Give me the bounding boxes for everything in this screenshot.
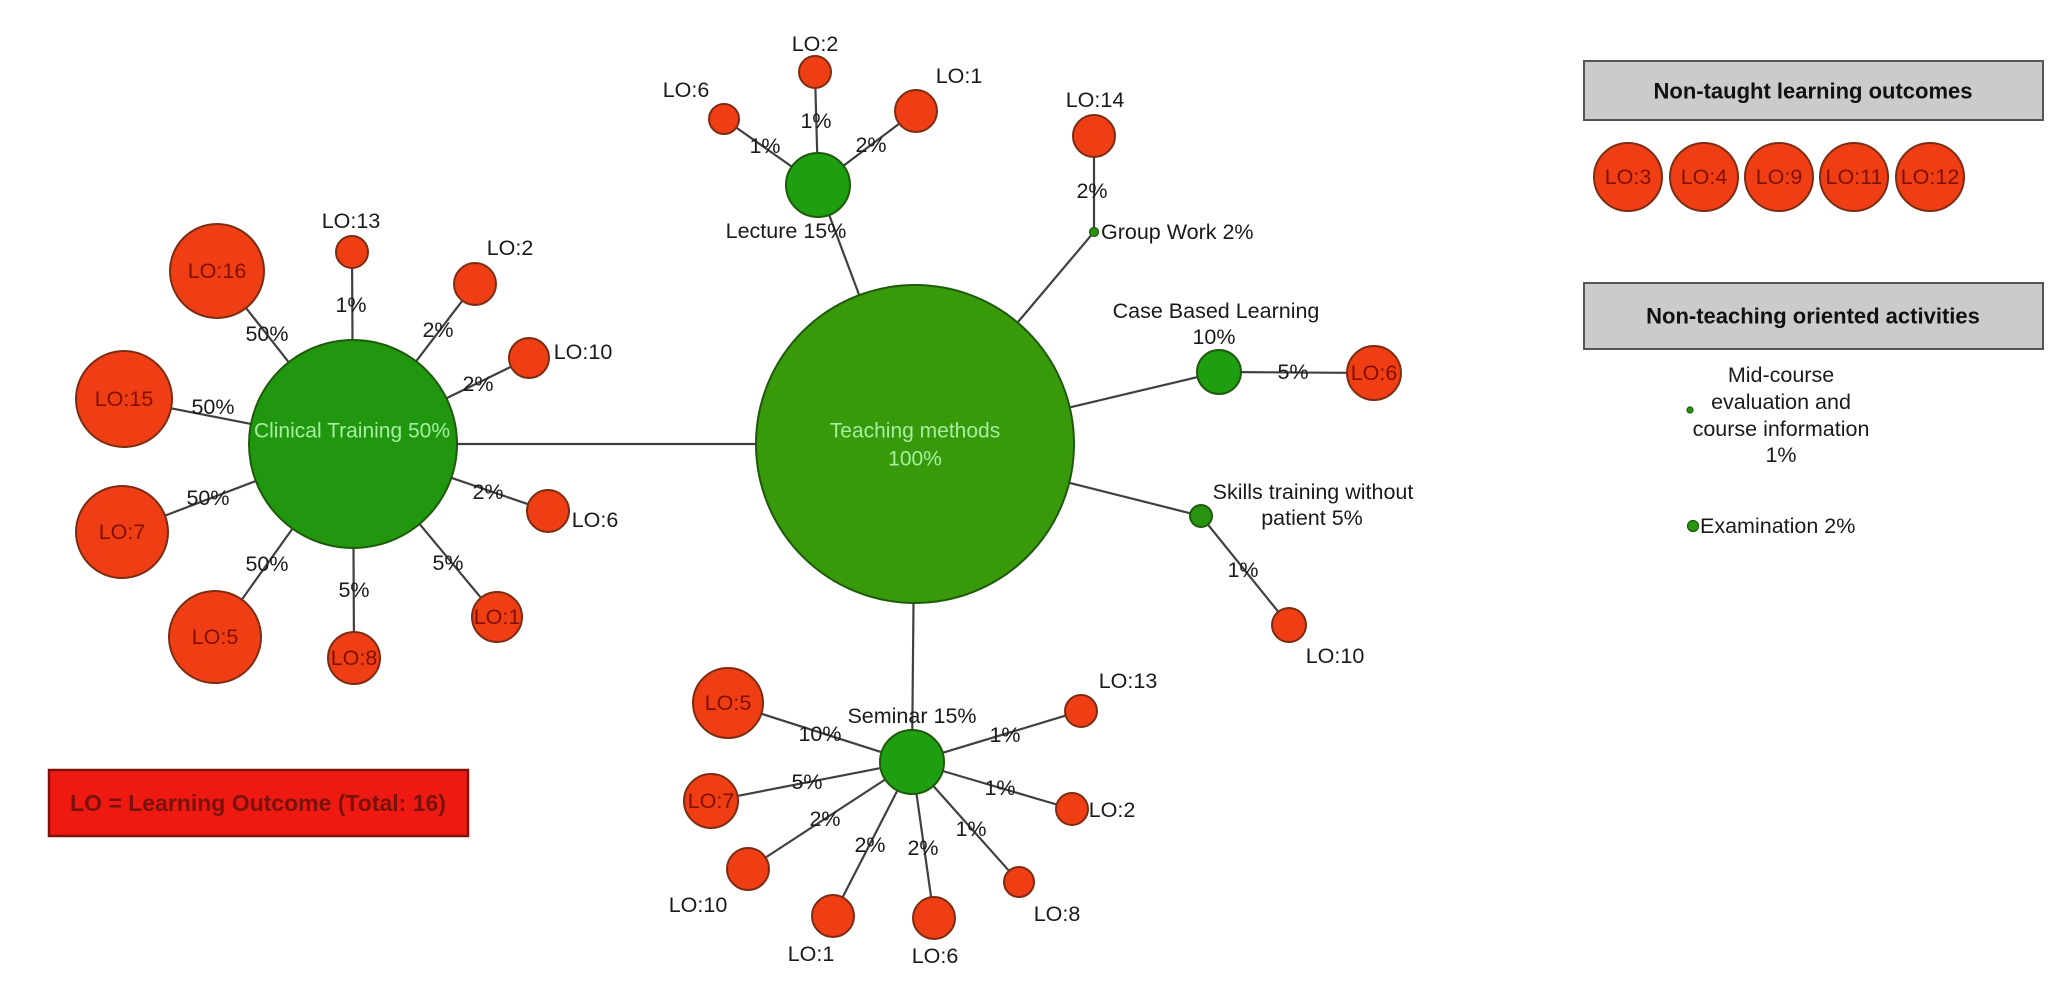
svg-text:LO:9: LO:9 [1756, 165, 1803, 189]
svg-text:2%: 2% [809, 807, 840, 831]
svg-text:LO:6: LO:6 [572, 508, 619, 532]
svg-text:5%: 5% [791, 770, 822, 794]
svg-text:LO:13: LO:13 [1099, 669, 1158, 693]
svg-text:LO:1: LO:1 [788, 942, 835, 966]
svg-text:2%: 2% [854, 833, 885, 857]
svg-text:1%: 1% [984, 776, 1015, 800]
svg-text:LO:8: LO:8 [331, 646, 378, 670]
svg-text:5%: 5% [432, 551, 463, 575]
svg-text:1%: 1% [749, 134, 780, 158]
svg-text:LO:2: LO:2 [1089, 798, 1136, 822]
svg-text:Mid-course: Mid-course [1728, 363, 1834, 387]
svg-text:50%: 50% [186, 486, 229, 510]
svg-text:50%: 50% [191, 395, 234, 419]
svg-text:1%: 1% [800, 109, 831, 133]
svg-text:course information: course information [1693, 417, 1870, 441]
svg-text:1%: 1% [335, 293, 366, 317]
svg-text:Non-taught learning outcomes: Non-taught learning outcomes [1654, 79, 1973, 104]
svg-text:2%: 2% [422, 318, 453, 342]
svg-text:LO:10: LO:10 [669, 893, 728, 917]
svg-text:LO:7: LO:7 [688, 789, 735, 813]
svg-text:LO:15: LO:15 [95, 387, 154, 411]
svg-text:LO:5: LO:5 [705, 691, 752, 715]
svg-text:1%: 1% [1227, 558, 1258, 582]
svg-text:Teaching methods: Teaching methods [830, 420, 1000, 443]
svg-text:Group Work 2%: Group Work 2% [1101, 220, 1254, 244]
svg-text:evaluation and: evaluation and [1711, 390, 1851, 414]
svg-text:Examination 2%: Examination 2% [1700, 514, 1855, 538]
svg-text:LO:6: LO:6 [1351, 361, 1398, 385]
svg-text:50%: 50% [245, 322, 288, 346]
svg-text:LO = Learning Outcome (Total:: LO = Learning Outcome (Total: 16) [70, 790, 446, 816]
svg-text:LO:10: LO:10 [554, 340, 613, 364]
svg-text:LO:11: LO:11 [1826, 165, 1883, 189]
svg-text:LO:1: LO:1 [936, 64, 983, 88]
svg-text:2%: 2% [462, 372, 493, 396]
svg-text:100%: 100% [888, 448, 942, 471]
svg-text:1%: 1% [1765, 443, 1796, 467]
svg-text:LO:12: LO:12 [1901, 165, 1960, 189]
svg-text:LO:8: LO:8 [1034, 902, 1081, 926]
svg-text:2%: 2% [1076, 179, 1107, 203]
svg-text:LO:5: LO:5 [192, 625, 239, 649]
svg-text:Skills training without: Skills training without [1213, 480, 1414, 504]
svg-text:LO:13: LO:13 [322, 209, 381, 233]
svg-text:10%: 10% [798, 722, 841, 746]
svg-text:LO:4: LO:4 [1681, 165, 1728, 189]
svg-text:Case Based Learning: Case Based Learning [1113, 299, 1320, 323]
svg-text:LO:7: LO:7 [99, 520, 146, 544]
svg-text:LO:2: LO:2 [487, 236, 534, 260]
svg-text:1%: 1% [989, 723, 1020, 747]
svg-text:Seminar 15%: Seminar 15% [847, 704, 976, 728]
svg-text:2%: 2% [855, 133, 886, 157]
svg-text:Lecture 15%: Lecture 15% [726, 219, 847, 243]
svg-text:5%: 5% [1277, 360, 1308, 384]
svg-text:patient 5%: patient 5% [1261, 506, 1363, 530]
svg-text:LO:3: LO:3 [1605, 165, 1652, 189]
svg-text:10%: 10% [1192, 325, 1235, 349]
svg-text:LO:6: LO:6 [663, 78, 710, 102]
svg-text:Non-teaching oriented activiti: Non-teaching oriented activities [1646, 304, 1980, 329]
svg-text:LO:2: LO:2 [792, 32, 839, 56]
svg-text:Clinical Training 50%: Clinical Training 50% [254, 420, 450, 443]
svg-text:LO:6: LO:6 [912, 944, 959, 968]
svg-text:5%: 5% [338, 578, 369, 602]
svg-text:1%: 1% [955, 817, 986, 841]
svg-text:50%: 50% [245, 552, 288, 576]
svg-text:LO:14: LO:14 [1066, 88, 1125, 112]
svg-text:LO:16: LO:16 [188, 259, 247, 283]
svg-text:2%: 2% [472, 480, 503, 504]
svg-text:2%: 2% [907, 836, 938, 860]
svg-text:LO:1: LO:1 [474, 605, 521, 629]
svg-text:LO:10: LO:10 [1306, 644, 1365, 668]
